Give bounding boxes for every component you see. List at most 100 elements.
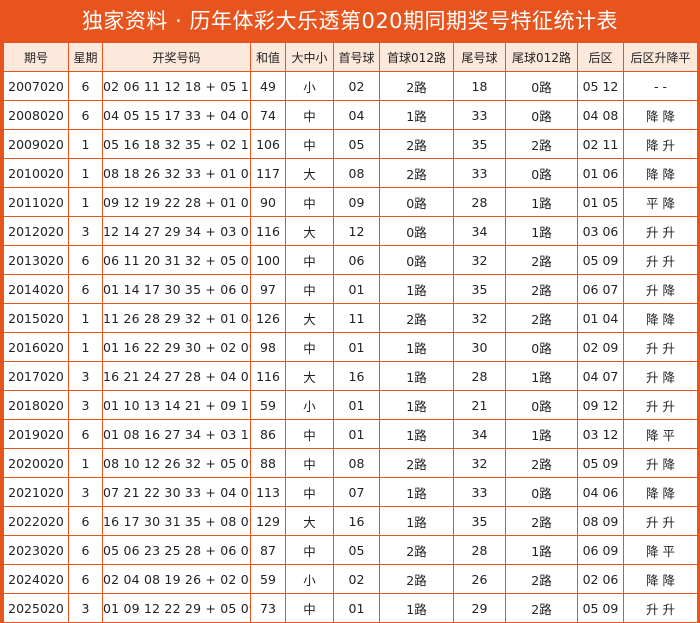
header-last-ball-route: 尾球012路 <box>505 42 578 72</box>
header-winning-numbers: 开奖号码 <box>102 42 251 72</box>
header-back-zone: 后区 <box>577 42 624 72</box>
cell-back-zone-trend: 降 降 <box>623 158 698 188</box>
cell-size: 中 <box>285 129 334 159</box>
cell-size: 中 <box>285 535 334 565</box>
cell-first-ball: 02 <box>333 71 380 101</box>
cell-first-ball: 08 <box>333 158 380 188</box>
cell-weekday: 3 <box>68 361 103 391</box>
cell-issue: 2021020 <box>3 477 69 507</box>
cell-last-ball: 26 <box>453 564 506 594</box>
cell-back-zone-trend: - - <box>623 71 698 101</box>
cell-issue: 2014020 <box>3 274 69 304</box>
cell-weekday: 1 <box>68 187 103 217</box>
table-row: 2013020 6 06 11 20 31 32 + 05 09 100 中 06 0路 32… <box>3 245 698 275</box>
cell-winning-numbers: 01 09 12 22 29 + 05 09 <box>102 593 251 623</box>
cell-weekday: 6 <box>68 71 103 101</box>
cell-sum: 87 <box>250 535 286 565</box>
cell-winning-numbers: 01 14 17 30 35 + 06 07 <box>102 274 251 304</box>
cell-size: 大 <box>285 216 334 246</box>
cell-first-ball: 05 <box>333 129 380 159</box>
cell-issue: 2018020 <box>3 390 69 420</box>
table-row: 2015020 1 11 26 28 29 32 + 01 04 126 大 11 2路 32… <box>3 303 698 333</box>
cell-last-ball: 21 <box>453 390 506 420</box>
cell-back-zone: 09 12 <box>577 390 624 420</box>
cell-sum: 97 <box>250 274 286 304</box>
cell-last-ball-route: 2路 <box>505 303 578 333</box>
cell-last-ball: 32 <box>453 303 506 333</box>
cell-winning-numbers: 09 12 19 22 28 + 01 05 <box>102 187 251 217</box>
cell-sum: 90 <box>250 187 286 217</box>
cell-first-ball: 01 <box>333 419 380 449</box>
table-row: 2009020 1 05 16 18 32 35 + 02 11 106 中 05 2路 35… <box>3 129 698 159</box>
cell-back-zone: 08 09 <box>577 506 624 536</box>
header-weekday: 星期 <box>68 42 103 72</box>
cell-last-ball: 33 <box>453 158 506 188</box>
cell-first-ball-route: 1路 <box>379 477 454 507</box>
cell-weekday: 6 <box>68 274 103 304</box>
header-first-ball-route: 首球012路 <box>379 42 454 72</box>
cell-weekday: 1 <box>68 448 103 478</box>
table-row: 2019020 6 01 08 16 27 34 + 03 12 86 中 01 1路 34 1… <box>3 419 698 449</box>
cell-first-ball-route: 0路 <box>379 216 454 246</box>
cell-weekday: 1 <box>68 129 103 159</box>
cell-last-ball: 33 <box>453 100 506 130</box>
cell-weekday: 3 <box>68 390 103 420</box>
cell-last-ball-route: 2路 <box>505 564 578 594</box>
cell-issue: 2019020 <box>3 419 69 449</box>
cell-size: 小 <box>285 390 334 420</box>
cell-issue: 2024020 <box>3 564 69 594</box>
cell-size: 小 <box>285 564 334 594</box>
cell-sum: 86 <box>250 419 286 449</box>
cell-sum: 116 <box>250 361 286 391</box>
table-row: 2016020 1 01 16 22 29 30 + 02 09 98 中 01 1路 30 0… <box>3 332 698 362</box>
table-row: 2008020 6 04 05 15 17 33 + 04 08 74 中 04 1路 33 0… <box>3 100 698 130</box>
cell-last-ball: 33 <box>453 477 506 507</box>
header-sum: 和值 <box>250 42 286 72</box>
cell-first-ball: 04 <box>333 100 380 130</box>
header-row: 期号 星期 开奖号码 和值 大中小 首号球 首球012路 尾号球 尾球012路 后区 后区升降平 <box>3 42 698 72</box>
cell-weekday: 3 <box>68 593 103 623</box>
cell-back-zone: 05 09 <box>577 593 624 623</box>
cell-back-zone: 01 05 <box>577 187 624 217</box>
cell-first-ball: 01 <box>333 593 380 623</box>
cell-weekday: 6 <box>68 245 103 275</box>
cell-back-zone-trend: 降 平 <box>623 535 698 565</box>
cell-back-zone-trend: 升 升 <box>623 245 698 275</box>
cell-last-ball: 28 <box>453 535 506 565</box>
cell-sum: 129 <box>250 506 286 536</box>
cell-first-ball: 06 <box>333 245 380 275</box>
cell-last-ball-route: 0路 <box>505 332 578 362</box>
cell-last-ball: 18 <box>453 71 506 101</box>
cell-last-ball-route: 1路 <box>505 361 578 391</box>
cell-first-ball: 02 <box>333 564 380 594</box>
cell-last-ball-route: 1路 <box>505 419 578 449</box>
cell-first-ball: 16 <box>333 361 380 391</box>
table-row: 2023020 6 05 06 23 25 28 + 06 09 87 中 05 2路 28 1… <box>3 535 698 565</box>
cell-first-ball-route: 2路 <box>379 564 454 594</box>
cell-winning-numbers: 07 21 22 30 33 + 04 06 <box>102 477 251 507</box>
cell-last-ball-route: 1路 <box>505 535 578 565</box>
cell-last-ball-route: 2路 <box>505 245 578 275</box>
cell-size: 中 <box>285 274 334 304</box>
cell-back-zone-trend: 升 升 <box>623 506 698 536</box>
cell-sum: 98 <box>250 332 286 362</box>
cell-first-ball-route: 1路 <box>379 100 454 130</box>
cell-size: 大 <box>285 158 334 188</box>
cell-winning-numbers: 16 21 24 27 28 + 04 07 <box>102 361 251 391</box>
cell-size: 中 <box>285 593 334 623</box>
cell-last-ball: 35 <box>453 129 506 159</box>
cell-winning-numbers: 02 06 11 12 18 + 05 12 <box>102 71 251 101</box>
cell-size: 中 <box>285 245 334 275</box>
cell-first-ball-route: 2路 <box>379 448 454 478</box>
cell-weekday: 1 <box>68 332 103 362</box>
cell-last-ball-route: 1路 <box>505 216 578 246</box>
cell-back-zone-trend: 降 平 <box>623 419 698 449</box>
page-title: 独家资料 · 历年体彩大乐透第020期同期奖号特征统计表 <box>81 9 619 33</box>
cell-sum: 74 <box>250 100 286 130</box>
cell-last-ball: 35 <box>453 506 506 536</box>
cell-sum: 126 <box>250 303 286 333</box>
cell-back-zone-trend: 降 升 <box>623 129 698 159</box>
header-first-ball: 首号球 <box>333 42 380 72</box>
table-body: 2007020 6 02 06 11 12 18 + 05 12 49 小 02 2路 18 0… <box>3 71 698 623</box>
